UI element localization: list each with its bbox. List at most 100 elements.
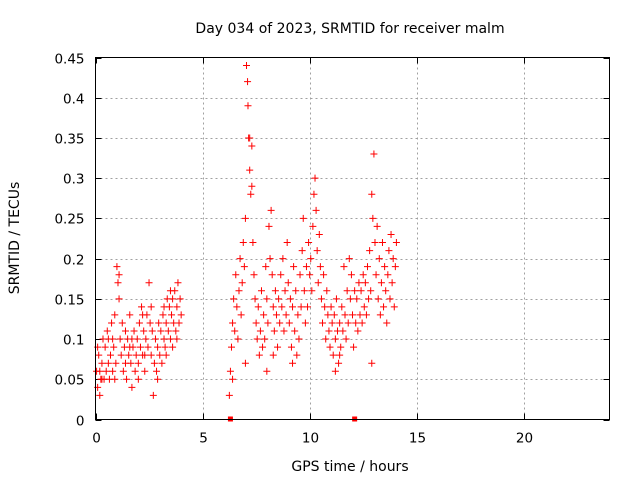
chart-title: Day 034 of 2023, SRMTID for receiver mal… [195,21,504,37]
data-point [247,190,255,198]
data-point [271,287,279,295]
data-point [283,239,291,247]
data-point [366,247,374,255]
data-point [249,239,257,247]
data-point [368,359,376,367]
data-point [290,263,298,271]
data-point [138,303,146,311]
data-point [102,367,110,375]
data-point [142,335,150,343]
data-point [265,222,273,230]
data-point [236,255,244,263]
data-point [331,367,339,375]
data-point [337,343,345,351]
data-point [381,263,389,271]
data-point [310,190,318,198]
data-point [229,319,237,327]
data-point [174,279,182,287]
data-point [323,287,331,295]
data-point [148,327,156,335]
data-point [296,271,304,279]
data-point [264,319,272,327]
data-point [160,335,168,343]
data-point [175,319,183,327]
data-point [362,311,370,319]
data-point [339,327,347,335]
data-point [119,367,127,375]
data-point [159,311,167,319]
data-point [146,319,154,327]
data-point [111,311,119,319]
data-point [141,367,149,375]
data-point [335,359,343,367]
data-point [370,150,378,158]
x-axis-title: GPS time / hours [291,459,408,475]
data-point [378,239,386,247]
y-tick-labels: 0 0.05 0.1 0.15 0.2 0.25 0.3 0.35 0.4 0.45 [54,52,84,430]
data-point [389,255,397,263]
data-point [287,343,295,351]
scatter-points [93,62,400,422]
data-point [338,303,346,311]
data-point [154,375,162,383]
data-point [341,311,349,319]
data-point [168,311,176,319]
data-point [248,142,256,150]
data-point [225,391,233,399]
data-point [262,263,270,271]
grid-lines [95,57,610,420]
data-point [134,375,142,383]
data-point [307,255,315,263]
data-point [392,239,400,247]
data-point [248,182,256,190]
data-point [114,279,122,287]
data-point [272,311,280,319]
data-point [324,311,332,319]
data-point [126,311,134,319]
data-point [257,287,265,295]
x-tick-label: 5 [199,431,208,447]
data-point [344,319,352,327]
data-point [276,319,284,327]
data-point [268,271,276,279]
data-point [144,343,152,351]
data-point [355,279,363,287]
data-point [237,311,245,319]
data-point [280,327,288,335]
data-point [113,263,121,271]
y-axis-title: SRMTID / TECUs [7,182,23,295]
data-point [96,391,104,399]
data-point [121,327,129,335]
data-point [321,303,329,311]
data-point [157,327,165,335]
data-point [269,303,277,311]
y-tick-label: 0.45 [54,52,84,68]
data-point [371,239,379,247]
data-point [151,335,159,343]
data-point [135,319,143,327]
data-point [139,311,147,319]
data-point [388,279,396,287]
data-point [241,359,249,367]
data-point [172,327,180,335]
data-point [390,303,398,311]
data-point [352,319,360,327]
data-point [109,335,117,343]
data-point [115,295,123,303]
data-point [246,166,254,174]
y-tick-label: 0.4 [63,92,84,108]
data-point [373,222,381,230]
data-point [377,279,385,287]
data-point [98,375,106,383]
data-point [111,375,119,383]
x-tick-label: 20 [516,431,533,447]
data-point [298,247,306,255]
data-point [164,327,172,335]
data-point [141,351,149,359]
data-point [345,255,353,263]
data-point [391,263,399,271]
data-point [176,295,184,303]
x-tick-label: 15 [409,431,426,447]
data-point [350,343,358,351]
data-point [101,343,109,351]
